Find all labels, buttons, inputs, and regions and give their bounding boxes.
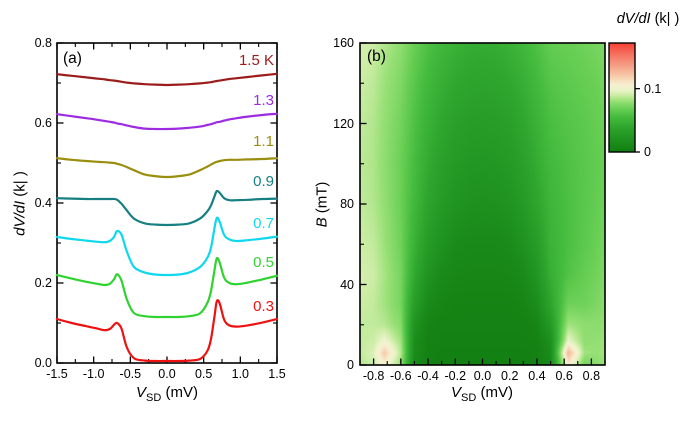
panel-a-x-tick-label: 0.0 (158, 367, 176, 381)
panel-a-letter: (a) (63, 50, 82, 67)
panel-a-x-tick-label: -1.5 (46, 367, 68, 381)
curve-0.9-K (55, 189, 279, 227)
panel-b-heatmap (360, 43, 605, 365)
panel-b-letter: (b) (367, 48, 386, 65)
colorbar-title-unit: (k| ) (650, 11, 680, 27)
panel-a-y-tick-label: 0.8 (34, 36, 52, 50)
panel-a-x-tick-label: -0.5 (119, 367, 142, 381)
colorbar-tick-label: 0.1 (644, 81, 662, 96)
colorbar-gradient (609, 43, 635, 152)
temperature-label: 1.5 K (238, 52, 274, 69)
panel-a-x-tick-label: 0.5 (194, 367, 213, 381)
temperature-label: 1.3 (253, 92, 274, 109)
curve-0.5-K (55, 256, 279, 319)
curve-0.3-K (55, 299, 279, 363)
panel-b-x-tick-label: 0.0 (473, 369, 492, 383)
panel-b-y-tick-label: 120 (333, 116, 354, 131)
panel-b-frame (359, 42, 606, 366)
panel-a-y-tick-label: 0.2 (34, 276, 52, 290)
panel-b-x-tick-label: 0.8 (582, 369, 601, 383)
panel-b-x-axis-label-unit: (mV) (476, 384, 513, 401)
panel-a-x-tick-label: 1.5 (268, 367, 286, 381)
panel-a-x-tick-label: 1.0 (231, 367, 250, 381)
panel-a-x-tick-label: -1.0 (82, 367, 105, 381)
colorbar-frame (608, 42, 636, 153)
panel-b-x-tick-label: -0.6 (390, 369, 412, 383)
curve-1.1-K (55, 157, 279, 179)
panel-b-x-tick-label: -0.4 (417, 369, 439, 383)
panel-b-y-tick-label: 160 (333, 36, 354, 50)
panel-b-x-axis-label: VSD (mV) (422, 384, 542, 407)
temperature-label: 0.5 (253, 254, 274, 271)
panel-b-x-tick-label: 0.4 (528, 369, 546, 383)
panel-b-x-tick-label: -0.8 (362, 369, 385, 383)
temperature-label: 0.3 (253, 298, 274, 315)
panel-a-y-tick-label: 0.6 (34, 116, 52, 130)
panel-a-x-axis-label-sub: SD (146, 392, 162, 404)
panel-b-x-tick-label: 0.6 (555, 369, 573, 383)
panel-b-x-axis-label-var: V (451, 384, 462, 401)
panel-b-x-axis-label-sub: SD (461, 392, 477, 404)
panel-b-y-tick-label: 80 (340, 197, 354, 211)
panel-b-x-tick-label: -0.2 (444, 369, 467, 383)
panel-a-y-tick-label: 0.4 (34, 196, 52, 210)
panel-a-frame (56, 42, 278, 364)
curve-0.7-K (55, 216, 279, 277)
colorbar-title-var: dV/dI (616, 11, 651, 27)
panel-a-x-axis-label-unit: (mV) (161, 384, 198, 401)
panel-b-y-axis-label-var: B (313, 217, 331, 228)
panel-b-x-tick-label: 0.2 (501, 369, 519, 383)
panel-a-x-axis-label: VSD (mV) (107, 384, 227, 407)
curve-1.5-K (55, 72, 279, 87)
curve-1.3-K (55, 112, 279, 131)
panel-b-y-tick-label: 40 (340, 277, 354, 292)
colorbar-title: dV/dI (k| ) (600, 11, 696, 28)
temperature-label: 1.1 (253, 133, 274, 150)
panel-a-x-axis-label-var: V (136, 384, 147, 401)
temperature-label: 0.7 (253, 215, 274, 232)
temperature-label: 0.9 (253, 173, 274, 190)
colorbar-tick-label: 0 (644, 145, 651, 159)
panel-a-y-tick-label: 0.0 (34, 356, 52, 370)
panel-b-y-tick-label: 0 (347, 358, 354, 372)
